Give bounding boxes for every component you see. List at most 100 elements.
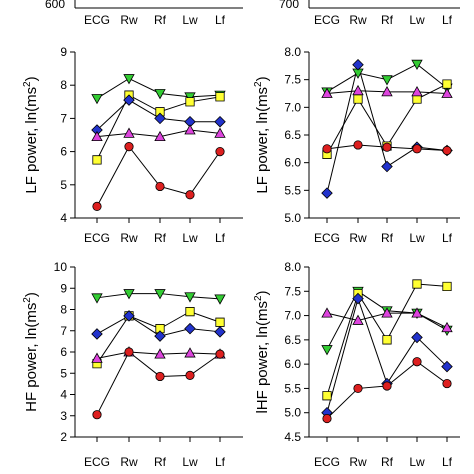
y-axis-title-main: HF power, ln(ms [23,303,40,412]
top-right-number: 700 [279,0,299,11]
panel-upper-left-y-axis-title: LF power, ln(ms2) [22,76,40,193]
panel-upper-right-series-2-point-1 [352,58,364,71]
panel-upper-left-series-3-point-4 [214,127,226,138]
top-right-cat-0: ECG [314,13,340,27]
panel-upper-right-category-0: ECG [314,231,340,245]
panel-lower-left-series-2-point-0 [91,328,103,340]
panel-upper-right-series-4-point-1 [353,140,363,150]
panel-upper-left-series-0-point-0 [91,94,103,105]
panel-lower-right-series-4-point-2 [382,381,392,391]
panel-lower-left-series-4-point-3 [185,370,195,380]
panel-lower-right-ytick-label-5: 7.0 [284,309,301,323]
panel-lower-left-series-0-point-4 [214,294,226,305]
panel-upper-right-series-3-point-3 [411,86,423,97]
panel-upper-right-ytick-label-2: 6.0 [284,156,301,170]
y-axis-title-superscript: 2 [22,297,33,303]
panel-lower-left-ytick-label-5: 7 [60,324,67,338]
panel-lower-left-series-3-point-0 [91,352,103,363]
panel-lower-left-series-3-point-3 [184,347,196,358]
panel-upper-left-series-2-point-1 [123,94,135,106]
panel-lower-left-series-4-point-4 [215,349,225,359]
panel-lower-right-series-2-point-1 [352,292,364,305]
panel-upper-left-series-0-point-1 [123,74,135,85]
panel-lower-right-series-1-point-4 [442,281,452,292]
panel-upper-right-ytick-label-0: 5.0 [284,211,301,225]
panel-upper-right-series-2-point-2 [381,160,393,173]
panel-upper-left-series-3-point-1 [123,127,135,138]
panel-upper-right-series-3-point-0 [321,87,333,98]
panel-upper-left-series-4-point-4 [215,147,225,157]
panel-upper-right-series-0-point-2 [381,75,393,86]
panel-upper-right-y-axis-title: LF power, ln(ms2) [253,76,271,193]
y-axis-title-end: ) [23,76,40,81]
y-axis-title-main: LF power, ln(ms [254,87,271,194]
panel-upper-left-category-2: Rf [154,231,167,245]
panel-upper-right-ytick-label-3: 6.5 [284,128,301,142]
panel-upper-left-ytick-label-1: 5 [60,178,67,192]
panel-upper-right-ytick-label-5: 7.5 [284,73,301,87]
panel-lower-left-category-4: Lf [215,455,226,469]
panel-lower-left-ytick-label-7: 9 [60,281,67,295]
top-left-cat-4: Lf [215,13,226,27]
panel-lower-left-category-2: Rf [154,455,167,469]
panel-upper-left-series-3-point-0 [91,130,103,142]
panel-lower-left-ytick-label-1: 3 [60,409,67,423]
panel-lower-right-y-axis-title: lHF power, ln(ms2) [253,290,271,413]
panel-lower-right-ytick-label-1: 5.0 [284,406,301,420]
panel-lower-left-ytick-label-8: 10 [54,260,68,274]
panel-upper-left-series-0-point-2 [154,89,166,100]
panel-upper-right-series-1-point-1 [353,94,363,104]
panel-lower-left-series-4-line [96,351,221,415]
panel-lower-left-category-0: ECG [84,455,110,469]
panel-lower-right-ytick-label-0: 4.5 [284,430,301,444]
panel-lower-left-series-2-point-3 [184,322,196,335]
panel-lower-right-category-0: ECG [314,455,340,469]
panel-lower-right-series-1-point-0 [322,391,332,401]
panel-upper-right-series-4-point-3 [412,144,422,154]
panel-upper-right-series-4-point-4 [442,145,452,156]
panel-upper-left-series-1-point-4 [215,92,225,102]
panel-upper-right-series-4-point-0 [322,144,332,154]
panel-lower-right-series-4-point-3 [412,357,422,367]
panel-lower-left-ytick-label-4: 6 [60,345,67,359]
panel-lower-left-ytick-label-3: 5 [60,366,67,380]
panel-upper-right-series-2-point-0 [321,187,333,199]
panel-upper-left: 4 5 6 7 8 9 ECG Rw Rf Lw Lf LF power, ln(ms2) [22,45,243,245]
panel-lower-left-ytick-label-0: 2 [60,430,67,444]
panel-lower-left-ytick-label-2: 4 [60,388,67,402]
panel-lower-left-series-0-point-1 [123,289,135,300]
panel-upper-right-ytick-label-1: 5.5 [284,183,301,197]
panel-lower-left-series-2-point-4 [214,326,226,338]
panel-upper-left-series-3-point-2 [154,130,166,142]
panel-lower-right-series-2-point-3 [411,331,423,344]
panel-lower-right-series-4-point-4 [442,378,452,389]
panel-upper-left-ytick-label-3: 7 [60,111,67,125]
panel-upper-left-ytick-label-0: 4 [60,211,67,225]
panel-upper-right-series-3-point-1 [352,84,364,96]
y-axis-title-end: ) [254,290,271,295]
panel-lower-right-series-1-point-3 [412,279,422,289]
panel-lower-right: 4.5 5.0 5.5 6.0 6.5 7.0 7.5 8.0 ECG Rw Rf Lw Lf lHF p… [253,260,460,469]
panel-upper-right-ytick-label-4: 7.0 [284,100,301,114]
panel-upper-left-series-4-point-3 [185,190,195,200]
panel-lower-left-category-1: Rw [120,455,138,469]
panel-upper-left-series-1-point-0 [92,155,102,165]
panel-upper-right-category-1: Rw [349,231,367,245]
panel-upper-right-ytick-label-6: 8.0 [284,45,301,59]
panel-lower-right-series-4-point-0 [322,413,332,424]
panel-lower-right-series-3-point-0 [321,307,333,318]
panel-upper-left-category-3: Lw [182,231,198,245]
panel-upper-left-series-4-point-2 [155,181,165,192]
top-left-cat-1: Rw [120,13,138,27]
top-right-cat-4: Lf [442,13,453,27]
panel-lower-right-ytick-label-7: 8.0 [284,260,301,274]
panel-upper-right: 5.0 5.5 6.0 6.5 7.0 7.5 8.0 ECG Rw Rf Lw Lf LF power… [253,45,460,245]
panel-upper-right-series-3-point-2 [381,86,393,97]
panel-upper-left-ytick-label-5: 9 [60,45,67,59]
panel-lower-left-series-1-point-4 [215,317,225,327]
panel-lower-left-series-4-point-0 [92,410,102,420]
panel-upper-right-category-2: Rf [381,231,394,245]
top-strip: 600 700 ECG Rw Rf Lw Lf ECG Rw Rf Lw Lf [45,0,460,27]
panel-upper-right-series-0-point-3 [411,59,423,70]
